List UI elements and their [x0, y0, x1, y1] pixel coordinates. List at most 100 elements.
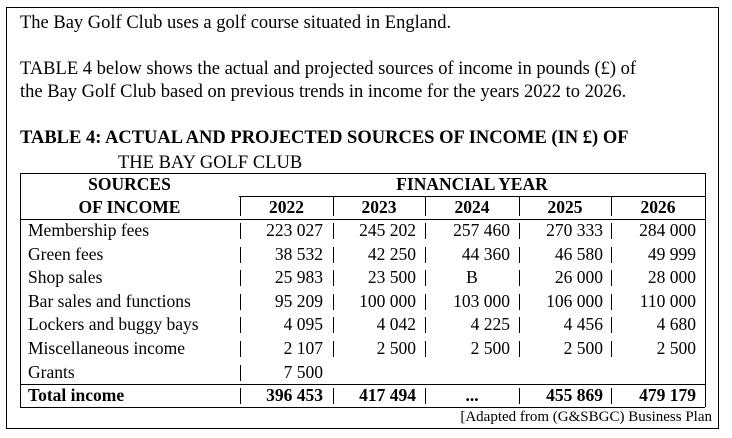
header-financial-year: FINANCIAL YEAR	[396, 174, 548, 194]
year-header-separator	[333, 197, 334, 216]
table-cell: 2 107	[283, 338, 323, 358]
cell-separator	[611, 293, 612, 310]
cell-separator	[333, 317, 334, 334]
table-cell: 95 209	[274, 290, 323, 311]
total-top-rule	[20, 384, 705, 385]
row-label: Shop sales	[28, 267, 103, 288]
cell-separator	[519, 317, 520, 334]
cell-separator	[240, 341, 241, 357]
year-header-separator	[519, 197, 520, 216]
cell-separator	[611, 341, 612, 357]
cell-separator	[333, 341, 334, 357]
total-row-separator	[519, 388, 520, 404]
description-line-1: TABLE 4 below shows the actual and proje…	[20, 59, 637, 79]
row-label: Miscellaneous income	[28, 338, 185, 358]
table-title: TABLE 4: ACTUAL AND PROJECTED SOURCES OF…	[20, 128, 629, 148]
row-label: Membership fees	[28, 220, 150, 240]
table-cell: 28 000	[647, 267, 696, 288]
table-cell: 106 000	[546, 290, 603, 311]
table-cell: 25 983	[274, 267, 323, 288]
cell-separator	[519, 246, 520, 263]
total-label: Total income	[28, 385, 125, 405]
header-year-2026: 2026	[640, 197, 676, 217]
cell-separator	[519, 341, 520, 357]
total-cell: 479 179	[639, 385, 696, 405]
table-cell: 2 500	[563, 338, 603, 358]
total-row-separator	[425, 388, 426, 404]
intro-text: The Bay Golf Club uses a golf course sit…	[20, 13, 452, 33]
table-cell: 270 333	[546, 220, 603, 240]
cell-separator	[240, 364, 241, 381]
table-cell: 100 000	[359, 290, 416, 311]
cell-separator	[240, 223, 241, 239]
total-row-separator	[333, 388, 334, 404]
total-cell: ...	[465, 385, 479, 405]
header-year-2022: 2022	[269, 197, 304, 217]
table-cell: 26 000	[554, 267, 603, 288]
table-cell: 2 500	[470, 338, 510, 358]
cell-separator	[425, 246, 426, 263]
total-cell: 455 869	[546, 385, 603, 405]
cell-separator	[519, 293, 520, 310]
table-cell: 103 000	[453, 290, 510, 311]
cell-separator	[611, 246, 612, 263]
table-cell: 257 460	[453, 220, 510, 240]
total-cell: 396 453	[266, 385, 323, 405]
cell-separator	[240, 317, 241, 334]
table-cell: 110 000	[639, 290, 696, 311]
table-cell: 4 095	[283, 314, 323, 335]
total-row-separator	[611, 388, 612, 404]
header-year-2023: 2023	[361, 197, 397, 217]
total-bottom-rule	[20, 407, 705, 408]
header-year-2024: 2024	[454, 197, 490, 217]
cell-separator	[519, 270, 520, 287]
year-header-separator	[611, 197, 612, 216]
cell-separator	[240, 270, 241, 287]
header-of-income: OF INCOME	[78, 197, 181, 217]
table-cell: 42 250	[367, 243, 416, 264]
table-cell: B	[466, 267, 478, 288]
table-cell: 4 456	[563, 314, 603, 335]
table-cell: 4 042	[376, 314, 416, 335]
header-year-2025: 2025	[547, 197, 583, 217]
table-cell: 223 027	[266, 220, 323, 240]
cell-separator	[240, 246, 241, 263]
total-row-separator	[240, 388, 241, 404]
document-frame	[6, 7, 719, 429]
cell-separator	[611, 317, 612, 334]
cell-separator	[519, 223, 520, 239]
cell-separator	[611, 223, 612, 239]
table-cell: 23 500	[367, 267, 416, 288]
table-cell: 7 500	[283, 361, 323, 382]
cell-separator	[240, 293, 241, 310]
table-cell: 4 680	[656, 314, 696, 335]
header-sources: SOURCES	[88, 174, 171, 194]
row-label: Bar sales and functions	[28, 290, 191, 311]
total-cell: 417 494	[359, 385, 416, 405]
table-cell: 2 500	[656, 338, 696, 358]
source-note: [Adapted from (G&SBGC) Business Plan	[460, 409, 712, 425]
cell-separator	[333, 270, 334, 287]
cell-separator	[611, 270, 612, 287]
cell-separator	[333, 246, 334, 263]
table-cell: 46 580	[554, 243, 603, 264]
year-header-rule	[239, 196, 705, 197]
table-top-rule	[20, 173, 705, 174]
header-bottom-rule	[20, 219, 705, 220]
table-subtitle: THE BAY GOLF CLUB	[118, 153, 303, 173]
row-label: Grants	[28, 361, 75, 382]
cell-separator	[333, 223, 334, 239]
row-label: Lockers and buggy bays	[28, 314, 199, 335]
cell-separator	[425, 223, 426, 239]
table-cell: 2 500	[376, 338, 416, 358]
cell-separator	[333, 293, 334, 310]
table-cell: 44 360	[461, 243, 510, 264]
table-cell: 284 000	[639, 220, 696, 240]
table-cell: 245 202	[359, 220, 416, 240]
table-cell: 4 225	[470, 314, 510, 335]
row-label: Green fees	[28, 243, 104, 264]
year-header-separator	[425, 197, 426, 216]
description-line-2: the Bay Golf Club based on previous tren…	[20, 82, 627, 102]
cell-separator	[425, 270, 426, 287]
cell-separator	[425, 293, 426, 310]
